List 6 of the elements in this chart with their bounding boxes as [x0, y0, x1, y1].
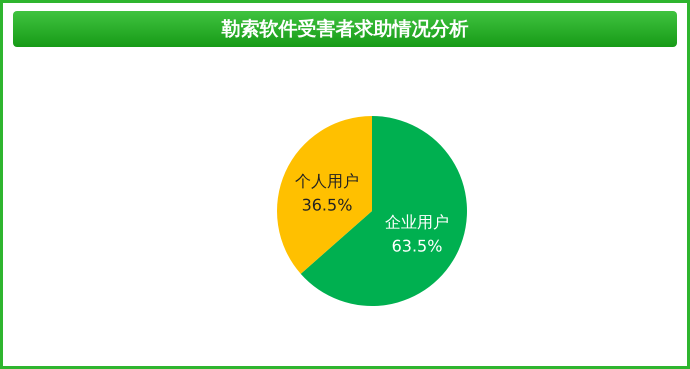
data-label: 36.5%: [302, 196, 352, 215]
data-label: 63.5%: [392, 236, 442, 256]
slice-label: 企业用户: [385, 212, 450, 232]
chart-title: 勒索软件受害者求助情况分析: [13, 11, 677, 47]
pie-slice: [277, 116, 372, 274]
slice-label: 个人用户: [294, 172, 359, 191]
